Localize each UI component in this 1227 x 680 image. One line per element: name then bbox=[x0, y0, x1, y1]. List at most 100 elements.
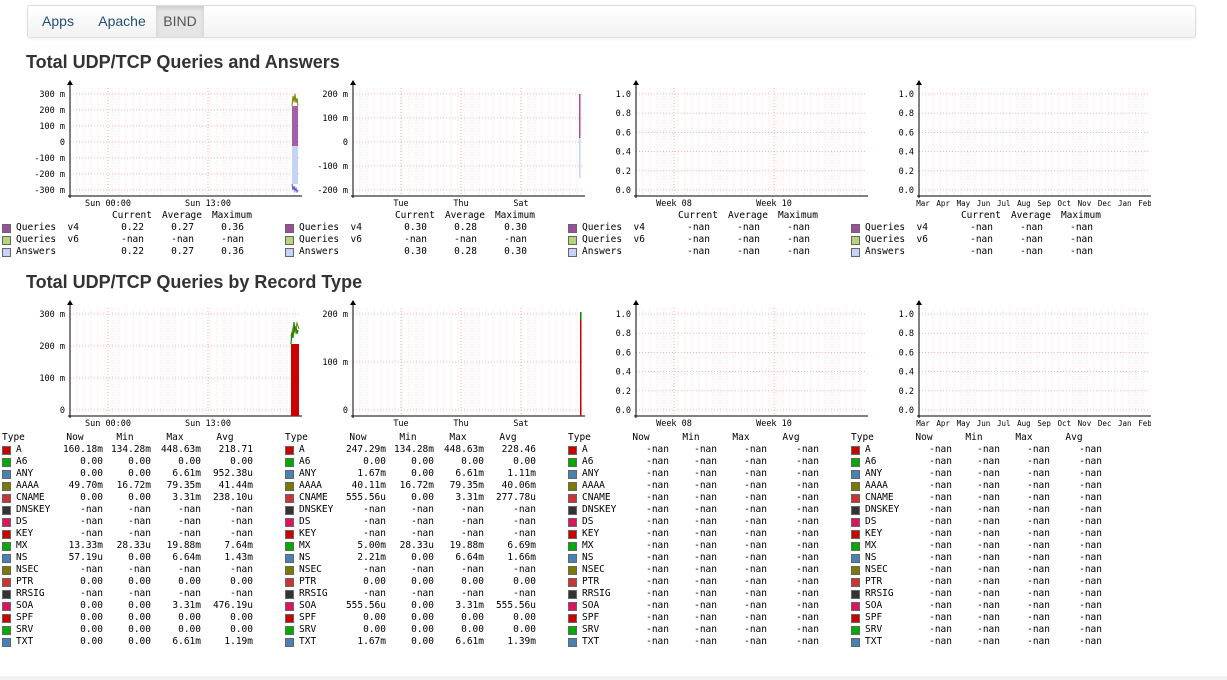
legend-label: Answers bbox=[16, 246, 57, 257]
x-tick-label: Jul bbox=[997, 199, 1011, 208]
record-type-value: -nan bbox=[796, 492, 819, 503]
record-type-swatch bbox=[285, 458, 294, 467]
record-type-swatch bbox=[285, 578, 294, 587]
record-type-row: NSEC -nan -nan -nan -nan bbox=[851, 564, 1133, 576]
record-type-value: 134.28m bbox=[110, 444, 151, 455]
record-type-name: A bbox=[582, 444, 588, 455]
record-type-row: DS -nan -nan -nan -nan bbox=[285, 516, 567, 528]
record-type-name: SOA bbox=[299, 600, 317, 611]
legend-value: -nan bbox=[221, 234, 244, 245]
record-type-value: 0.00 bbox=[128, 492, 151, 503]
y-tick-label: 1.0 bbox=[616, 90, 631, 100]
table-header: Max bbox=[732, 432, 750, 443]
record-type-value: -nan bbox=[744, 624, 767, 635]
record-type-swatch bbox=[2, 590, 11, 599]
record-type-value: -nan bbox=[461, 564, 484, 575]
legend-value: 0.36 bbox=[221, 246, 244, 257]
record-type-value: 277.78u bbox=[495, 492, 536, 503]
legend-row: Queries v6 -nan -nan -nan bbox=[285, 234, 565, 246]
record-type-value: -nan bbox=[646, 492, 669, 503]
record-type-swatch bbox=[2, 458, 11, 467]
record-type-value: -nan bbox=[646, 552, 669, 563]
record-type-row: A 160.18m 134.28m 448.63m 218.71 bbox=[2, 444, 284, 456]
record-type-table: Type Now Min Max Avg A 160.18m 134.28m 448.63m 21… bbox=[2, 432, 284, 652]
record-type-name: DS bbox=[865, 516, 877, 527]
record-type-row: NS -nan -nan -nan -nan bbox=[851, 552, 1133, 564]
table-header: Avg bbox=[1065, 432, 1083, 443]
record-type-swatch bbox=[2, 518, 11, 527]
legend-value: -nan bbox=[1070, 222, 1093, 233]
y-tick-label: 0.2 bbox=[899, 167, 914, 177]
series-answers bbox=[292, 146, 298, 184]
y-tick-label: 1.0 bbox=[899, 90, 914, 100]
table-header: Now bbox=[66, 432, 84, 443]
record-type-value: -nan bbox=[646, 528, 669, 539]
record-type-value: -nan bbox=[977, 540, 1000, 551]
record-type-swatch bbox=[851, 614, 860, 623]
record-type-value: 79.35m bbox=[166, 480, 201, 491]
record-type-value: -nan bbox=[411, 528, 434, 539]
record-type-swatch bbox=[285, 542, 294, 551]
legend-row: Queries v4 -nan -nan -nan bbox=[568, 222, 848, 234]
y-tick-label: -200 m bbox=[317, 186, 348, 196]
record-type-value: -nan bbox=[796, 456, 819, 467]
table-header: Type bbox=[285, 432, 308, 443]
record-type-value: -nan bbox=[646, 456, 669, 467]
legend-value: -nan bbox=[737, 234, 760, 245]
record-type-value: -nan bbox=[1027, 480, 1050, 491]
record-type-value: -nan bbox=[744, 528, 767, 539]
record-type-value: -nan bbox=[1027, 564, 1050, 575]
record-type-swatch bbox=[2, 506, 11, 515]
x-tick-label: Thu bbox=[453, 419, 468, 428]
record-type-swatch bbox=[285, 518, 294, 527]
legend-row: Queries v6 -nan -nan -nan bbox=[851, 234, 1131, 246]
record-type-value: -nan bbox=[1027, 492, 1050, 503]
record-type-value: -nan bbox=[1027, 600, 1050, 611]
record-type-value: 0.00 bbox=[230, 456, 253, 467]
record-type-swatch bbox=[851, 626, 860, 635]
y-tick-label: 0.8 bbox=[616, 109, 631, 119]
record-type-swatch bbox=[2, 602, 11, 611]
record-type-swatch bbox=[2, 626, 11, 635]
record-type-row: ANY -nan -nan -nan -nan bbox=[568, 468, 850, 480]
record-type-value: -nan bbox=[1079, 564, 1102, 575]
record-type-value: 57.19u bbox=[68, 552, 103, 563]
table-header: Type bbox=[851, 432, 874, 443]
section-title-queries-answers: Total UDP/TCP Queries and Answers bbox=[26, 52, 340, 72]
record-type-value: 0.00 bbox=[411, 456, 434, 467]
record-type-swatch bbox=[285, 530, 294, 539]
y-tick-label: -200 m bbox=[34, 170, 65, 180]
record-type-name: CNAME bbox=[16, 492, 45, 503]
record-type-value: -nan bbox=[929, 456, 952, 467]
series-type-mx bbox=[580, 312, 582, 320]
record-type-value: 0.00 bbox=[178, 576, 201, 587]
y-tick-label: 0.6 bbox=[899, 348, 914, 358]
y-tick-label: 100 m bbox=[39, 122, 65, 132]
record-type-value: -nan bbox=[929, 564, 952, 575]
legend-header: Average bbox=[444, 210, 485, 221]
y-tick-label: 0 bbox=[60, 138, 65, 148]
record-type-value: -nan bbox=[694, 564, 717, 575]
table-header: Min bbox=[965, 432, 983, 443]
y-tick-label: 0.8 bbox=[899, 109, 914, 119]
tab-apache[interactable]: Apache bbox=[98, 13, 146, 29]
x-tick-label: Nov bbox=[1078, 199, 1092, 208]
record-type-value: -nan bbox=[513, 564, 536, 575]
y-tick-label: 100 m bbox=[322, 114, 348, 124]
record-type-value: 476.19u bbox=[212, 600, 253, 611]
y-tick-label: -100 m bbox=[317, 162, 348, 172]
record-type-value: -nan bbox=[744, 480, 767, 491]
record-type-name: TXT bbox=[16, 636, 34, 647]
record-type-value: -nan bbox=[744, 612, 767, 623]
legend-value: -nan bbox=[1020, 234, 1043, 245]
record-type-value: -nan bbox=[363, 516, 386, 527]
record-type-value: 3.31m bbox=[172, 492, 201, 503]
tab-bind[interactable]: BIND bbox=[156, 6, 204, 37]
record-type-value: -nan bbox=[178, 516, 201, 527]
record-type-name: PTR bbox=[16, 576, 34, 587]
series-answers bbox=[579, 138, 581, 178]
record-type-value: 6.64m bbox=[172, 552, 201, 563]
record-type-row: NSEC -nan -nan -nan -nan bbox=[2, 564, 284, 576]
tab-apps[interactable]: Apps bbox=[42, 13, 74, 29]
record-type-swatch bbox=[2, 542, 11, 551]
